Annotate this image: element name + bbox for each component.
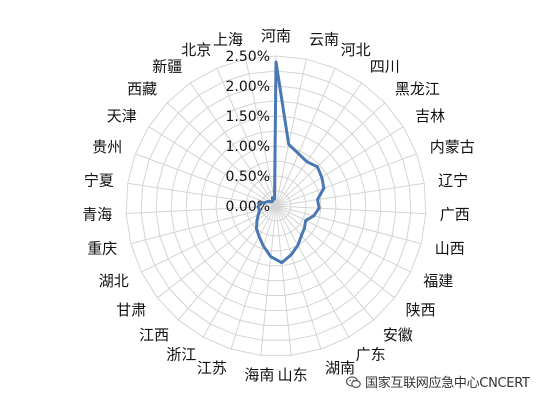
r-tick-label: 1.00% — [226, 139, 270, 155]
category-label: 宁夏 — [84, 171, 114, 189]
grid-spoke — [135, 153, 277, 207]
wechat-icon — [346, 376, 361, 389]
grid-spoke — [275, 102, 386, 207]
category-label: 新疆 — [152, 57, 182, 75]
grid-ring — [260, 190, 292, 222]
grid-spoke — [275, 182, 425, 207]
grid-spoke — [189, 82, 277, 207]
r-tick-label: 1.50% — [226, 109, 270, 125]
category-label: 江西 — [139, 326, 169, 344]
watermark-text: 国家互联网应急中心CNCERT — [365, 376, 530, 391]
grid-ring — [185, 115, 367, 297]
grid-spoke — [230, 205, 277, 350]
category-label: 内蒙古 — [430, 138, 475, 156]
grid-ring — [140, 70, 412, 341]
grid-spoke — [275, 205, 395, 299]
category-label: 辽宁 — [438, 171, 468, 189]
grid-spoke — [275, 205, 375, 321]
category-label: 河南 — [261, 27, 291, 45]
category-label: 贵州 — [92, 138, 122, 156]
grid-spoke — [275, 82, 363, 207]
category-label: 山东 — [278, 366, 308, 384]
grid-ring — [125, 55, 427, 356]
category-label: 山西 — [435, 240, 465, 258]
category-label: 云南 — [309, 30, 339, 48]
grid-spoke — [202, 205, 277, 338]
category-label: 重庆 — [87, 240, 117, 258]
grid-ring — [230, 160, 322, 252]
category-label: 西藏 — [127, 80, 157, 98]
category-label: 吉林 — [415, 107, 445, 125]
grid-spoke — [216, 67, 277, 207]
grid-spoke — [148, 126, 277, 207]
grid-spoke — [166, 102, 277, 207]
category-label: 福建 — [423, 272, 453, 290]
category-label: 湖北 — [99, 272, 129, 290]
category-label: 湖南 — [325, 359, 355, 377]
grid-spoke — [275, 58, 307, 207]
grid-spoke — [260, 205, 277, 356]
category-label: 天津 — [107, 107, 137, 125]
grid-spoke — [245, 58, 277, 207]
grid-ring — [245, 175, 307, 237]
category-label: 广东 — [356, 346, 386, 364]
grid-spoke — [275, 205, 426, 215]
category-label: 海南 — [244, 366, 274, 384]
category-label: 四川 — [370, 57, 400, 75]
category-label: 江苏 — [197, 359, 227, 377]
r-tick-label: 0.50% — [226, 169, 270, 185]
grid-spoke — [177, 205, 277, 321]
grid-ring — [215, 145, 337, 267]
grid-spoke — [275, 205, 422, 245]
category-label: 甘肃 — [116, 301, 146, 319]
category-label: 陕西 — [406, 301, 436, 319]
category-label: 黑龙江 — [395, 80, 440, 98]
grid-spoke — [130, 205, 277, 245]
grid-spoke — [275, 205, 292, 356]
category-label: 广西 — [440, 206, 470, 224]
grid-ring — [200, 130, 352, 282]
category-label: 安徽 — [383, 326, 413, 344]
grid-spoke — [275, 205, 322, 350]
grid-spoke — [127, 182, 277, 207]
series-line — [254, 60, 326, 265]
category-label: 浙江 — [166, 346, 196, 364]
grid-spoke — [275, 126, 404, 207]
category-label: 上海 — [213, 30, 243, 48]
r-tick-label: 2.00% — [226, 79, 270, 95]
category-label: 北京 — [181, 41, 211, 59]
watermark: 国家互联网应急中心CNCERT — [346, 372, 530, 391]
category-label: 青海 — [82, 206, 112, 224]
grid-spoke — [141, 205, 277, 273]
grid-spoke — [275, 205, 411, 273]
grid-spoke — [275, 67, 336, 207]
r-tick-label: 2.50% — [226, 49, 270, 65]
grid-spoke — [126, 205, 277, 215]
grid-spoke — [275, 205, 350, 338]
category-label: 河北 — [341, 41, 371, 59]
grid-ring — [155, 85, 397, 326]
grid-spoke — [275, 153, 417, 207]
grid-ring — [170, 100, 382, 311]
